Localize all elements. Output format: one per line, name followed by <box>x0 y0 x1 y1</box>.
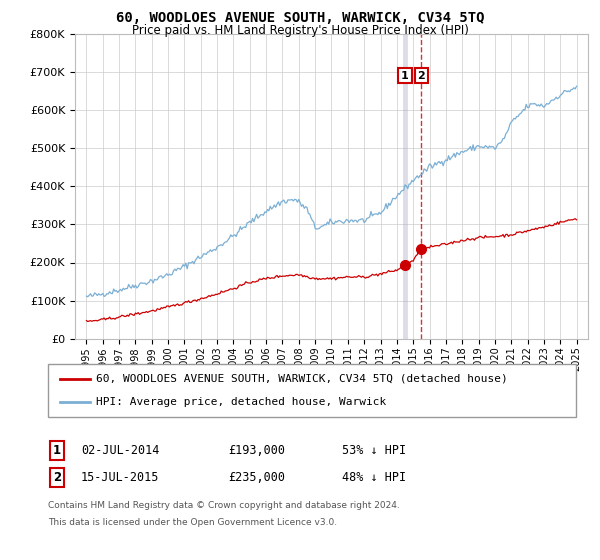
Text: 1: 1 <box>53 444 61 458</box>
Text: This data is licensed under the Open Government Licence v3.0.: This data is licensed under the Open Gov… <box>48 518 337 527</box>
Text: 15-JUL-2015: 15-JUL-2015 <box>81 470 160 484</box>
Text: Price paid vs. HM Land Registry's House Price Index (HPI): Price paid vs. HM Land Registry's House … <box>131 24 469 37</box>
Text: 02-JUL-2014: 02-JUL-2014 <box>81 444 160 458</box>
Text: 60, WOODLOES AVENUE SOUTH, WARWICK, CV34 5TQ: 60, WOODLOES AVENUE SOUTH, WARWICK, CV34… <box>116 11 484 25</box>
Text: £235,000: £235,000 <box>228 470 285 484</box>
Text: 60, WOODLOES AVENUE SOUTH, WARWICK, CV34 5TQ (detached house): 60, WOODLOES AVENUE SOUTH, WARWICK, CV34… <box>96 374 508 384</box>
Text: 2: 2 <box>418 71 425 81</box>
Text: Contains HM Land Registry data © Crown copyright and database right 2024.: Contains HM Land Registry data © Crown c… <box>48 501 400 510</box>
Text: 48% ↓ HPI: 48% ↓ HPI <box>342 470 406 484</box>
Text: 53% ↓ HPI: 53% ↓ HPI <box>342 444 406 458</box>
Text: 1: 1 <box>401 71 409 81</box>
Text: £193,000: £193,000 <box>228 444 285 458</box>
Text: HPI: Average price, detached house, Warwick: HPI: Average price, detached house, Warw… <box>96 397 386 407</box>
Text: 2: 2 <box>53 470 61 484</box>
